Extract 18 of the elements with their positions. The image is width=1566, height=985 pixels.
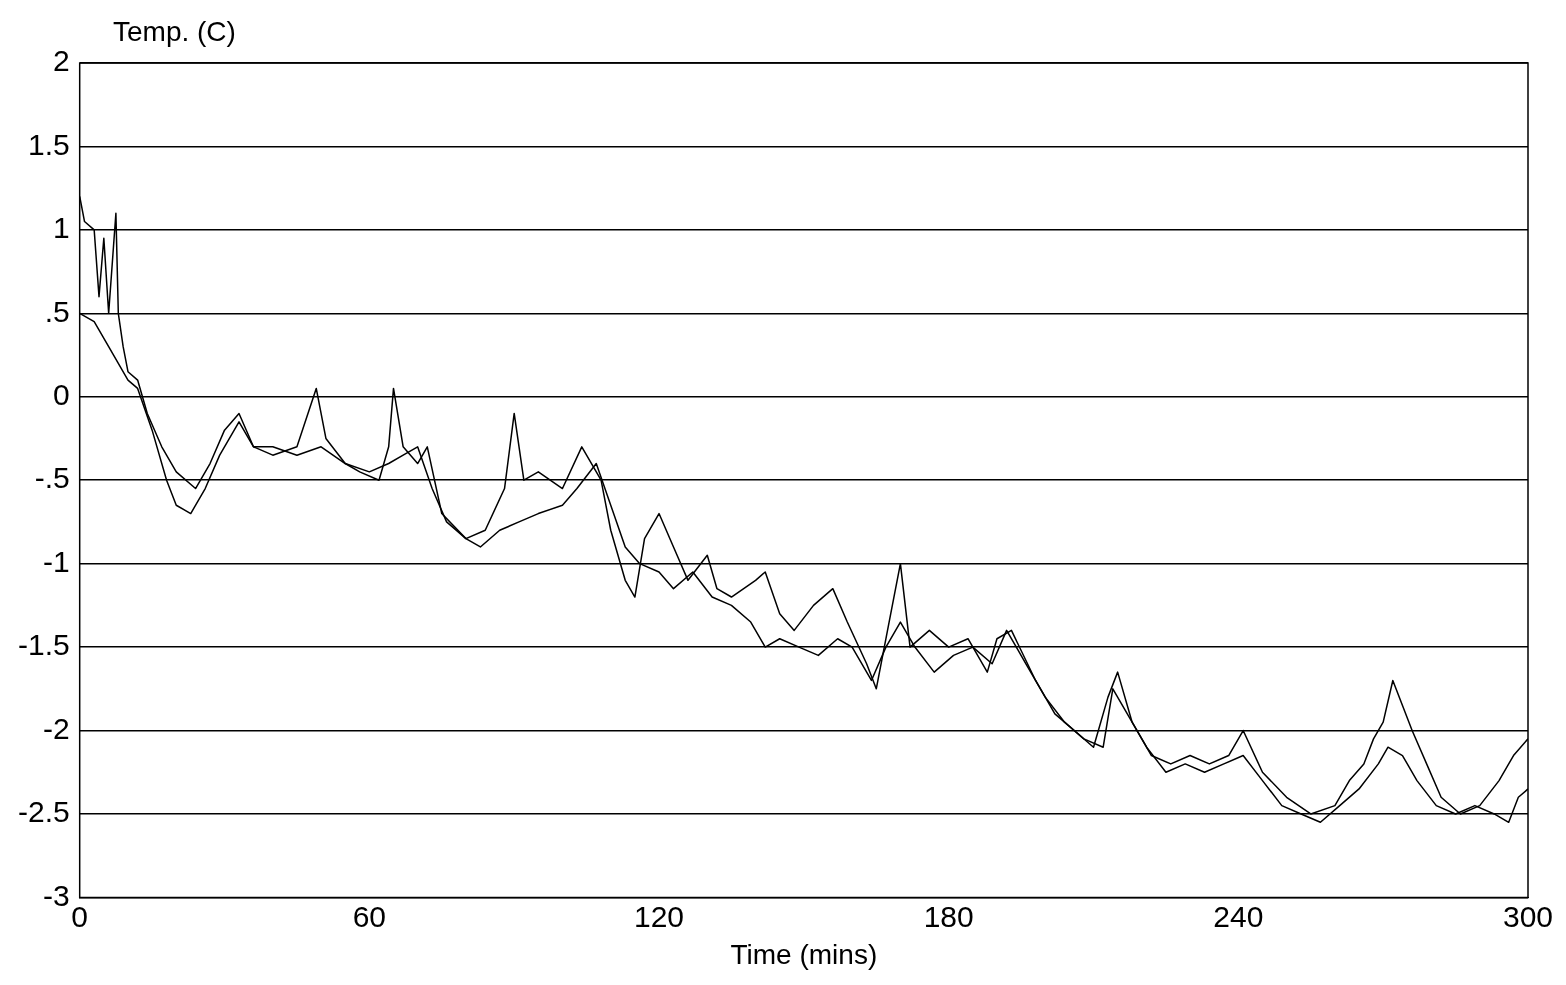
x-axis-title: Time (mins) — [730, 938, 878, 970]
y-tick-label: -2 — [43, 711, 70, 745]
y-axis-title: Temp. (C) — [113, 16, 236, 48]
y-tick-label: 0 — [53, 378, 70, 412]
x-tick-label: 180 — [923, 899, 974, 933]
x-tick-label: 60 — [352, 899, 387, 933]
y-tick-label: .5 — [44, 294, 70, 328]
y-tick-label: -.5 — [34, 461, 70, 495]
y-tick-label: -2.5 — [17, 795, 70, 829]
y-tick-label: -1.5 — [17, 628, 70, 662]
y-tick-label: -3 — [43, 878, 70, 912]
y-tick-label: 2 — [53, 44, 70, 78]
x-tick-label: 300 — [1502, 899, 1554, 933]
x-tick-label: 120 — [633, 899, 685, 933]
y-tick-label: 1.5 — [27, 127, 70, 161]
y-tick-label: -1 — [43, 544, 70, 578]
y-tick-label: 1 — [53, 211, 70, 245]
x-tick-label: 240 — [1213, 899, 1264, 933]
